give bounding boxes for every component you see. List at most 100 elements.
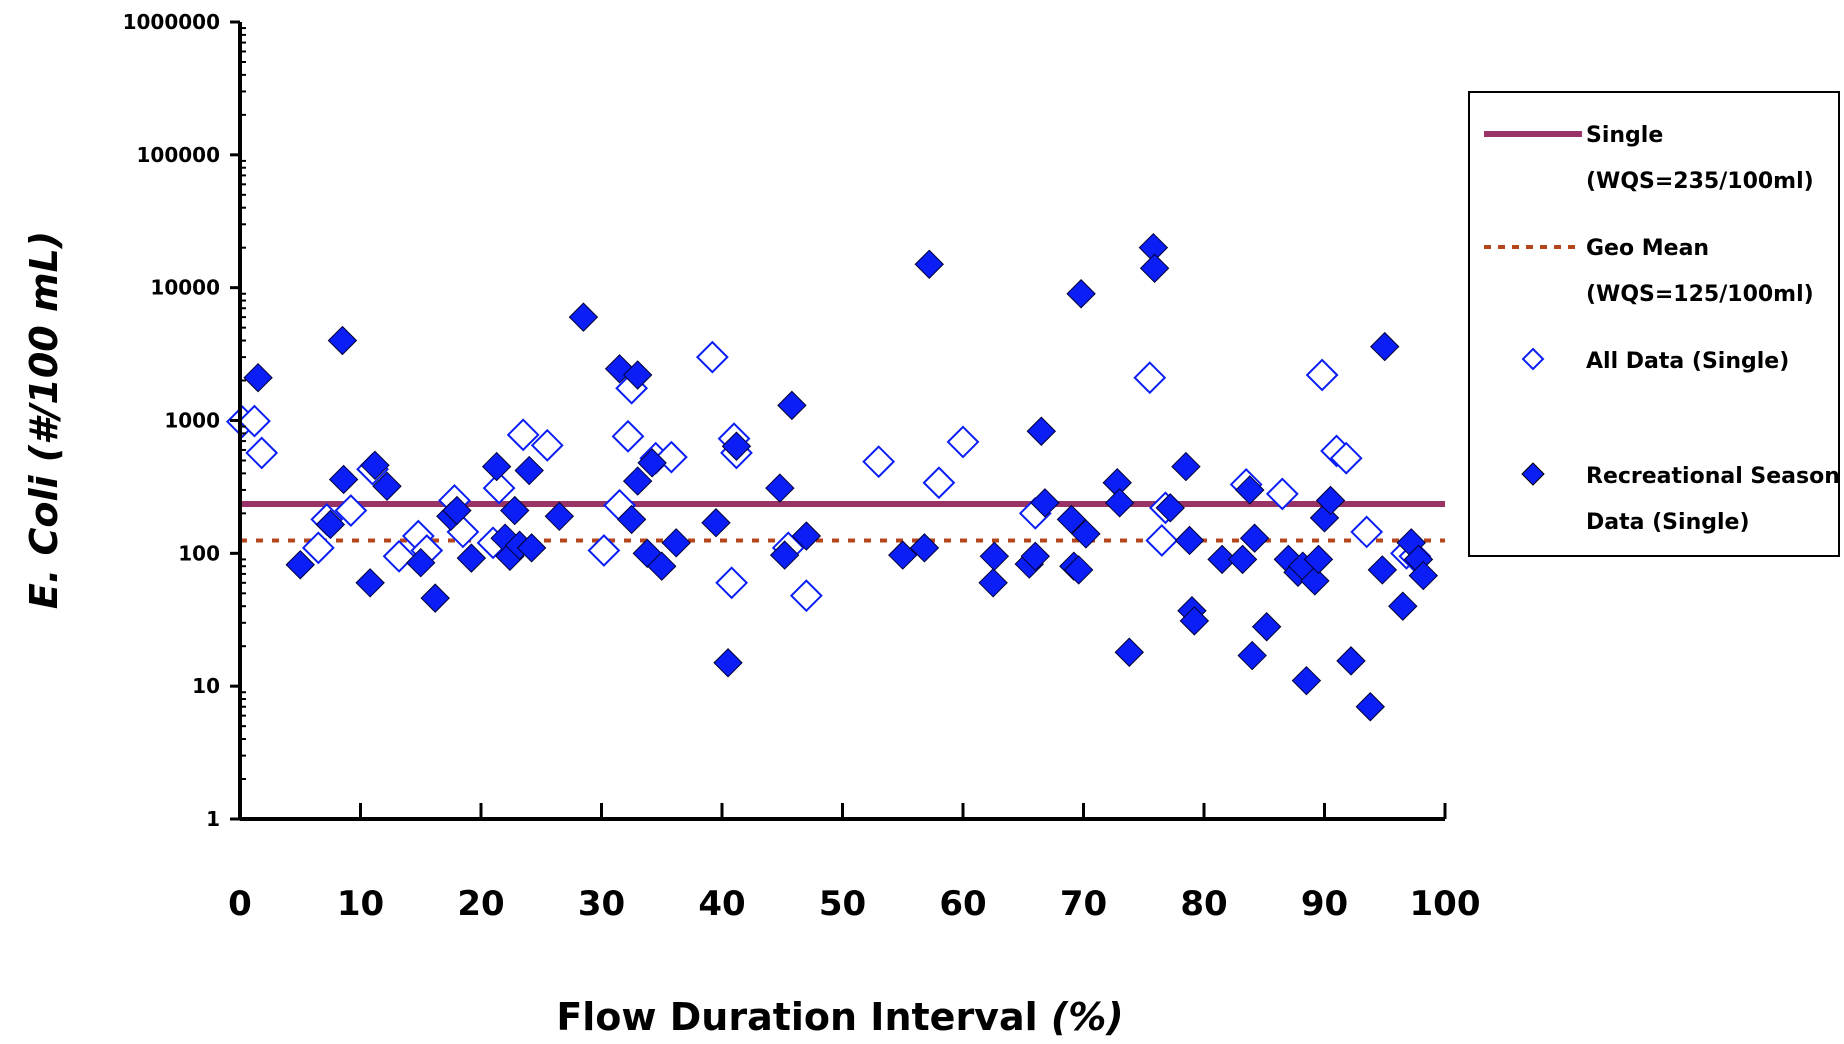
legend-geo-wqs: (WQS=125/100ml) (1586, 282, 1814, 307)
recreational-season-point (637, 448, 667, 478)
x-tick-label: 0 (228, 884, 252, 924)
recreational-season-point (420, 583, 450, 613)
recreational-season-point (765, 473, 795, 503)
recreational-season-point (713, 648, 743, 678)
recreational-season-point (647, 551, 677, 581)
recreational-season-point (1114, 637, 1144, 667)
recreational-season-point (909, 533, 940, 563)
recreational-season-point (616, 504, 647, 535)
recreational-season-point (777, 390, 807, 421)
recreational-season-point (661, 528, 691, 558)
recreational-season-point (456, 543, 487, 573)
recreational-season-point (769, 540, 800, 570)
axes: 1 10 100 1000 10000 100000 1000000 0 10 20 30 40 50… (123, 10, 1481, 924)
y-tick-label: 10 (192, 674, 220, 698)
all-data-point (695, 340, 729, 374)
legend-rec-label: Recreational Season (1586, 464, 1840, 489)
recreational-season-point (568, 302, 599, 332)
recreational-season-point (544, 501, 575, 532)
y-ticks: 1 10 100 1000 10000 100000 1000000 (123, 10, 246, 831)
legend-all-data-label: All Data (Single) (1586, 349, 1789, 374)
legend-open-diamond-icon (1521, 347, 1545, 371)
recreational-season-point (1370, 331, 1400, 362)
recreational-season-point (1235, 475, 1265, 505)
x-axis-title-unit: (%) (1051, 995, 1124, 1039)
all-data-point (301, 531, 335, 565)
all-data-point (1305, 358, 1339, 392)
y-tick-label: 1000000 (123, 10, 220, 34)
all-data-point (1265, 477, 1299, 511)
all-data-point (587, 534, 621, 567)
recreational-season-point (1020, 541, 1051, 571)
recreational-season-point (406, 548, 436, 578)
recreational-season-point (500, 495, 530, 526)
recreational-season-point (315, 509, 346, 540)
recreational-season-point (1300, 566, 1330, 596)
all-data-point (334, 494, 368, 527)
recreational-season-point (888, 540, 918, 570)
recreational-season-point (1139, 253, 1170, 283)
y-tick-label: 100000 (137, 143, 221, 167)
recreational-season-point (1071, 519, 1101, 549)
recreational-season-point (1030, 488, 1060, 518)
x-ticks: 0 10 20 30 40 50 60 70 80 90 100 (228, 803, 1480, 924)
legend-single-label: Single (1586, 123, 1663, 148)
plot-marks (225, 232, 1445, 722)
recreational-season-point (1355, 692, 1385, 722)
recreational-season-point (1174, 525, 1205, 556)
all-data-point (382, 539, 416, 573)
all-data-point (1350, 515, 1384, 549)
x-tick-label: 20 (457, 884, 504, 924)
legend-geo-label: Geo Mean (1586, 236, 1709, 261)
y-tick-label: 1 (206, 807, 220, 831)
recreational-season-point (721, 431, 752, 461)
x-tick-label: 10 (337, 884, 384, 924)
legend-rec-label-2: Data (Single) (1586, 510, 1750, 535)
recreational-season-point (516, 533, 547, 563)
all-data-point (922, 466, 956, 500)
recreational-season-point (622, 466, 653, 496)
x-tick-label: 40 (698, 884, 745, 924)
recreational-season-point (481, 451, 512, 482)
all-data-point (530, 428, 564, 462)
recreational-season-point (791, 521, 822, 551)
y-axis-title: E. Coli (#/100 mL) (22, 231, 66, 609)
x-axis-title: Flow Duration Interval (%) (556, 995, 1123, 1039)
recreational-season-point (1408, 560, 1439, 591)
legend-filled-diamond-icon (1521, 462, 1545, 486)
recreational-season-point (328, 464, 359, 495)
recreational-season-point (1104, 488, 1135, 518)
all-data-point (946, 425, 980, 459)
x-tick-label: 80 (1180, 884, 1227, 924)
x-tick-label: 50 (819, 884, 866, 924)
recreational-season-point (327, 325, 358, 356)
recreational-season-point (1066, 279, 1096, 309)
all-data-point (1329, 441, 1363, 475)
recreational-season-point (1227, 544, 1258, 575)
recreational-season-point (360, 450, 390, 481)
recreational-season-point (372, 471, 402, 501)
x-tick-label: 60 (939, 884, 986, 924)
recreational-season-point (701, 508, 731, 538)
x-axis-title-main: Flow Duration Interval (556, 995, 1051, 1039)
recreational-season-point (1026, 416, 1057, 446)
all-data-point (1145, 524, 1179, 557)
recreational-season-point (978, 568, 1008, 598)
recreational-season-point (1388, 591, 1418, 621)
recreational-season-point (243, 362, 273, 393)
y-tick-label: 100 (178, 541, 220, 565)
recreational-season-point (285, 550, 315, 580)
recreational-season-point (1367, 555, 1398, 585)
all-data-point (245, 436, 279, 470)
legend-single-wqs: (WQS=235/100ml) (1586, 169, 1814, 194)
recreational-season-point (1291, 665, 1322, 696)
x-tick-label: 70 (1060, 884, 1107, 924)
recreational-season-point (442, 495, 472, 526)
all-data-point (506, 418, 540, 452)
all-data-point (482, 471, 516, 505)
recreational-season-point (622, 360, 653, 390)
all-data-point (1133, 361, 1167, 395)
legend: Single (WQS=235/100ml) Geo Mean (WQS=125… (1468, 91, 1840, 557)
all-data-point (238, 404, 271, 438)
